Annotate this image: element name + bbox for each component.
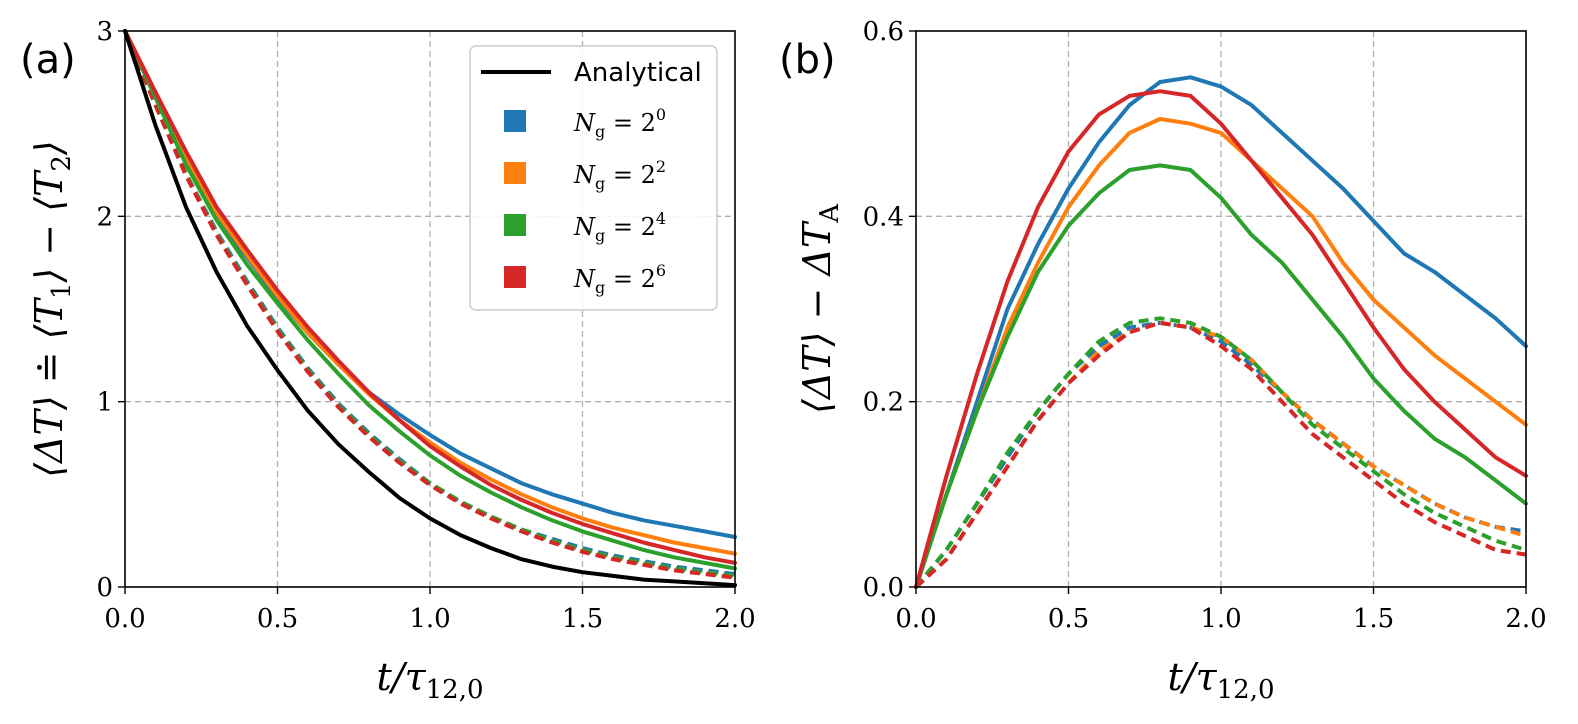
panel-a-xtick-label: 0.0 (104, 604, 145, 634)
panel-b: (b) 0.0 0.5 1.0 1.5 2.00.00.20.40.6 t/τ12,0 … (779, 17, 1547, 705)
legend-swatch-ng6 (504, 266, 526, 288)
legend-label-ng0: Ng = 20 (573, 105, 666, 141)
panel-b-xtick-label: 2.0 (1505, 604, 1546, 634)
panel-b-ytick-label: 0.2 (863, 388, 904, 418)
panel-a-ytick-label: 0 (96, 573, 113, 603)
panel-a-series-ng-2 (123, 29, 737, 565)
panel-a-ytick-label: 3 (96, 17, 113, 47)
panel-b-xtick-label: 1.5 (1353, 604, 1394, 634)
panel-a-xtick-label: 1.0 (409, 604, 450, 634)
panel-a-ytick-label: 2 (96, 202, 113, 232)
panel-b-series-ng-2-dashed (914, 320, 1527, 589)
panel-b-series-ng-2-dashed (914, 320, 1527, 589)
panel-a-series-analytical (123, 29, 737, 588)
panel-a-series-ng-2 (123, 29, 737, 556)
panel-b-series-ng-2 (914, 117, 1528, 589)
legend-label-analytical: Analytical (574, 58, 702, 88)
panel-b-series (914, 75, 1528, 589)
panel-b-ytick-label: 0.4 (863, 202, 904, 232)
panel-a-series-ng-2 (123, 29, 737, 571)
panel-a-series (123, 29, 737, 588)
panel-a-ylabel: ⟨ΔT⟩ ≐ ⟨T1⟩ − ⟨T2⟩ (27, 140, 77, 478)
panel-a-xtick-label: 1.5 (562, 604, 603, 634)
panel-a-xtick-label: 2.0 (714, 604, 755, 634)
panel-b-ticks: 0.0 0.5 1.0 1.5 2.0 0.0 0.2 0.4 0.6 (863, 17, 1547, 634)
legend-swatch-ng4 (504, 214, 526, 236)
panel-b-xtick-label: 0.5 (1048, 604, 1089, 634)
panel-a-ytick-label: 1 (96, 388, 113, 418)
panel-b-label: (b) (779, 37, 836, 83)
panel-b-series-ng-2 (914, 163, 1528, 589)
panel-b-ylabel: ⟨ΔT⟩ − ΔTA (795, 203, 845, 414)
panel-b-ytick-label: 0.6 (863, 17, 904, 47)
legend-label-ng4: Ng = 24 (573, 209, 666, 245)
legend-swatch-ng0 (504, 110, 526, 132)
panel-b-series-ng-2-dashed (914, 316, 1527, 589)
panel-a-xlabel: t/τ12,0 (377, 655, 484, 705)
legend: Analytical Ng = 20 Ng = 22 Ng = 24 Ng = … (469, 45, 718, 311)
panel-a-xtick-label: 0.5 (257, 604, 298, 634)
panel-b-series-ng-2 (914, 75, 1528, 589)
legend-label-ng6: Ng = 26 (573, 261, 666, 297)
panel-a-ticks: 0.0 0.5 1.0 1.5 2.0 0 1 2 3 (96, 17, 755, 634)
panel-a-series-ng-2-dashed (123, 30, 736, 580)
legend-box (469, 45, 718, 311)
panel-b-xtick-label: 1.0 (1200, 604, 1241, 634)
panel-b-ytick-label: 0.0 (863, 573, 904, 603)
legend-label-ng2: Ng = 22 (573, 157, 666, 193)
panel-a-label: (a) (20, 37, 76, 83)
panel-b-series-ng-2 (914, 89, 1528, 589)
panel-b-xlabel: t/τ12,0 (1168, 655, 1275, 705)
panel-b-xtick-label: 0.0 (895, 604, 936, 634)
legend-swatch-ng2 (504, 162, 526, 184)
panel-a: (a) 0.0 0.5 1.0 1.5 2.0 0 1 2 3 t/τ12,0 ⟨ΔT⟩ ≐ ⟨… (20, 17, 756, 705)
